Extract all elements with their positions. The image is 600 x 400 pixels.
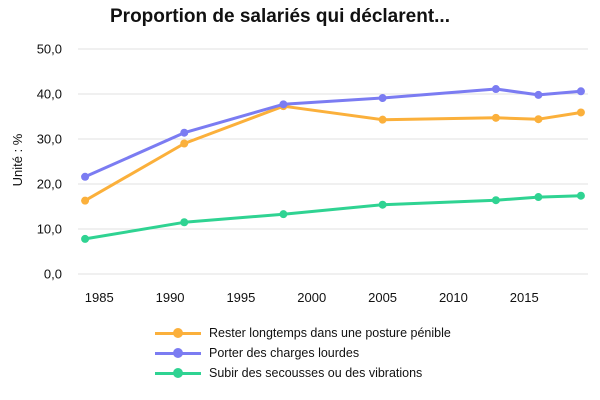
data-point [180,218,189,227]
series-line [84,194,581,241]
y-tick-label: 30,0 [37,132,62,147]
data-point [576,87,585,96]
series-1 [81,102,585,205]
gridlines [78,48,588,275]
legend-swatch [155,367,201,379]
legend-label: Porter des charges lourdes [209,346,360,360]
series-line [84,104,582,202]
data-point [378,115,387,124]
legend: Rester longtemps dans une posture pénibl… [155,323,451,383]
y-tick-label: 0,0 [44,267,62,282]
data-point [378,200,387,209]
series-line [84,87,582,179]
data-point [81,234,90,243]
x-tick-label: 1995 [226,290,255,305]
series-2 [81,85,585,181]
data-point [180,139,189,148]
data-point [491,85,500,94]
legend-item: Subir des secousses ou des vibrations [155,363,451,383]
series-3 [81,191,585,243]
chart-title: Proportion de salariés qui déclarent... [110,6,450,27]
y-axis-label: Unité : % [10,133,25,186]
data-point [491,196,500,205]
y-tick-label: 40,0 [37,87,62,102]
data-point [534,193,543,202]
x-tick-label: 2010 [439,290,468,305]
x-tick-label: 2000 [297,290,326,305]
legend-item: Rester longtemps dans une posture pénibl… [155,323,451,343]
y-tick-label: 50,0 [37,42,62,57]
data-point [576,108,585,117]
data-point [81,172,90,181]
data-point [81,196,90,205]
data-point [180,128,189,137]
y-tick-label: 20,0 [37,177,62,192]
data-point [576,191,585,200]
y-tick-label: 10,0 [37,222,62,237]
data-point [279,100,288,109]
x-tick-label: 2015 [510,290,539,305]
series-lines [81,85,585,243]
legend-label: Rester longtemps dans une posture pénibl… [209,326,451,340]
legend-item: Porter des charges lourdes [155,343,451,363]
data-point [279,210,288,219]
x-tick-label: 2005 [368,290,397,305]
legend-swatch [155,327,201,339]
y-axis-ticks: 0,0 10,0 20,0 30,0 40,0 50,0 [37,42,62,282]
x-tick-label: 1985 [85,290,114,305]
legend-swatch [155,347,201,359]
data-point [534,115,543,124]
data-point [491,113,500,122]
data-point [378,94,387,103]
data-point [534,90,543,99]
x-axis-ticks: 1985 1990 1995 2000 2005 2010 2015 [85,290,539,305]
x-tick-label: 1990 [156,290,185,305]
legend-label: Subir des secousses ou des vibrations [209,366,423,380]
